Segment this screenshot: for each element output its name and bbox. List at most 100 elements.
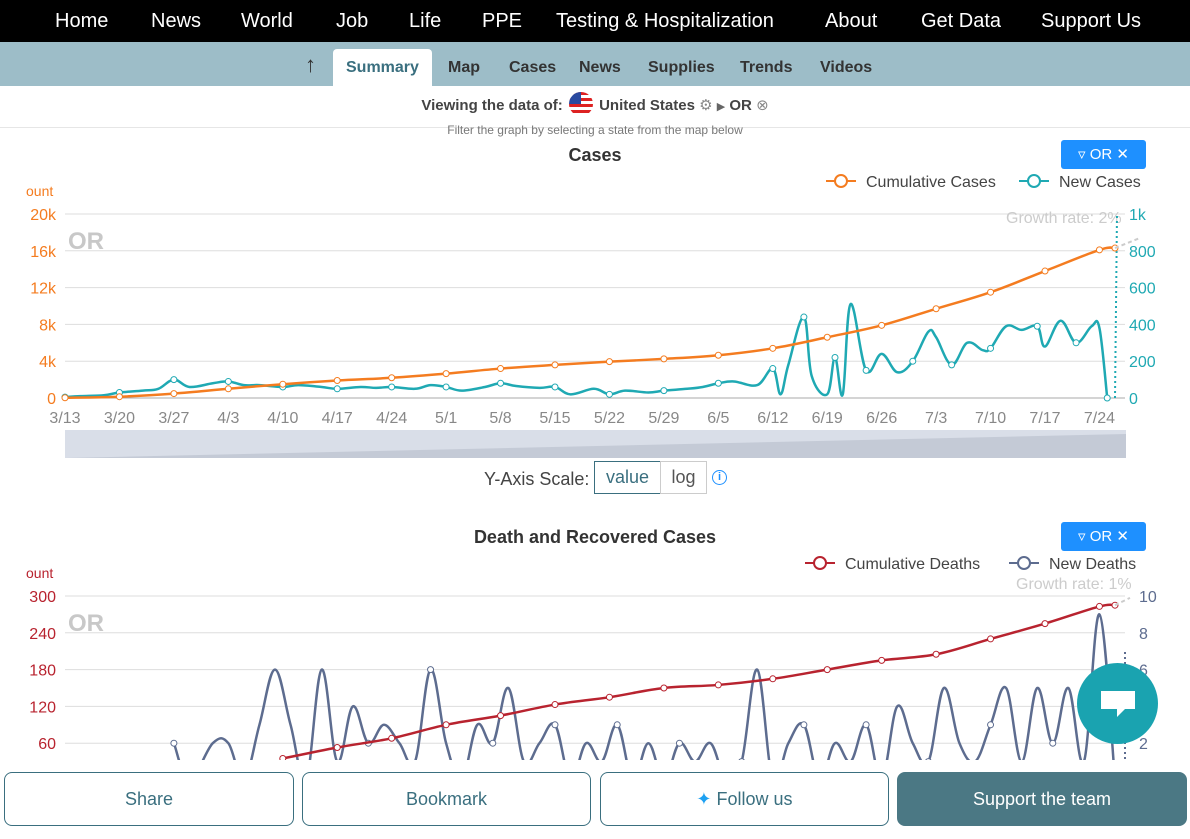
chat-bubble-icon	[1101, 691, 1135, 717]
triangle-right-icon: ▶	[716, 101, 726, 113]
new-cases-point	[660, 387, 668, 395]
cumulative-cases-point	[61, 394, 69, 402]
tab-cases[interactable]: Cases	[509, 59, 557, 76]
scale-value-button[interactable]: value	[594, 461, 661, 494]
new-cases-point	[987, 344, 995, 352]
nav-get-data[interactable]: Get Data	[921, 10, 1002, 32]
cumulative-cases-point	[279, 380, 287, 388]
share-button[interactable]: Share	[4, 772, 294, 826]
cumulative-deaths-point	[333, 743, 341, 751]
new-cases-point	[769, 365, 777, 373]
legend-new-deaths-label: New Deaths	[1049, 556, 1136, 573]
tab-map[interactable]: Map	[448, 59, 480, 76]
bottom-action-bar: Share Bookmark ✦ Follow us Support the t…	[0, 760, 1190, 839]
cases-chart-title: Cases	[568, 145, 622, 165]
viewing-breadcrumb: Viewing the data of: United States ⚙ ▶ O…	[0, 92, 1190, 116]
tab-news[interactable]: News	[579, 59, 621, 76]
x-tick-label: 7/17	[1029, 410, 1060, 427]
divider	[0, 127, 1190, 128]
cumulative-cases-point	[170, 390, 178, 398]
sub-nav: ↑ Summary Map Cases News Supplies Trends…	[0, 42, 1190, 86]
new-deaths-point	[987, 721, 995, 729]
cumulative-deaths-point	[1041, 620, 1049, 628]
cases-filter-button[interactable]: ▿ OR ✕	[1061, 140, 1146, 169]
gear-icon[interactable]: ⚙	[699, 97, 713, 114]
cumulative-deaths-point	[769, 675, 777, 683]
nav-support-us[interactable]: Support Us	[1041, 10, 1142, 32]
nav-job[interactable]: Job	[336, 10, 369, 32]
x-tick-label: 5/22	[594, 410, 625, 427]
x-tick-label: 7/24	[1084, 410, 1115, 427]
new-cases-point	[1072, 339, 1080, 347]
cumulative-cases-point	[932, 305, 940, 313]
deaths-filter-label: OR	[1089, 528, 1113, 545]
tab-trends[interactable]: Trends	[740, 59, 793, 76]
close-circle-icon[interactable]: ⊗	[756, 97, 769, 114]
chart-watermark: OR	[68, 610, 104, 637]
info-icon[interactable]: i	[712, 470, 727, 485]
cumulative-cases-point	[605, 358, 613, 366]
new-cases-point	[1103, 394, 1111, 402]
new-deaths-point	[925, 758, 932, 760]
scale-log-button[interactable]: log	[660, 461, 707, 494]
cases-filter-label: OR	[1089, 146, 1113, 163]
tab-videos[interactable]: Videos	[820, 59, 873, 76]
cumulative-cases-point	[551, 361, 559, 369]
nav-home[interactable]: Home	[55, 10, 109, 32]
new-deaths-point	[613, 721, 621, 729]
cumulative-cases-point	[442, 370, 450, 378]
nav-news[interactable]: News	[151, 10, 202, 32]
nav-world[interactable]: World	[241, 10, 293, 32]
cumulative-cases-point	[1095, 246, 1103, 254]
new-cases-point	[333, 385, 341, 393]
chart-watermark: OR	[68, 228, 104, 255]
deaths-filter-button[interactable]: ▿ OR ✕	[1061, 522, 1146, 551]
nav-life[interactable]: Life	[409, 10, 442, 32]
cumulative-deaths-point	[987, 635, 995, 643]
deaths-chart[interactable]: Cumulative Deaths New Deaths Growth rate: …	[0, 550, 1190, 760]
new-cases-point	[170, 376, 178, 384]
follow-us-label: Follow us	[716, 789, 793, 809]
x-tick-label: 5/8	[489, 410, 511, 427]
legend-cumulative-cases-marker	[834, 174, 848, 188]
cumulative-deaths-point	[1095, 602, 1103, 610]
support-team-button[interactable]: Support the team	[897, 772, 1187, 826]
top-nav: Home News World Job Life PPE Testing & H…	[0, 0, 1190, 42]
arrow-up-icon[interactable]: ↑	[305, 52, 316, 77]
new-cases-point	[800, 313, 808, 321]
cumulative-cases-point	[714, 351, 722, 359]
cumulative-cases-point	[769, 344, 777, 352]
viewing-country[interactable]: United States	[599, 97, 695, 114]
tab-supplies[interactable]: Supplies	[648, 59, 715, 76]
new-cases-projection	[1114, 213, 1118, 399]
y-left-tick-label: 180	[29, 663, 56, 680]
legend-cumulative-deaths-label: Cumulative Deaths	[845, 556, 980, 573]
nav-ppe[interactable]: PPE	[482, 10, 523, 32]
cumulative-deaths-point	[497, 712, 505, 720]
follow-us-button[interactable]: ✦ Follow us	[600, 772, 889, 826]
deaths-chart-title: Death and Recovered Cases	[473, 527, 717, 547]
map-filter-hint: Filter the graph by selecting a state fr…	[447, 123, 743, 137]
new-cases-point	[909, 357, 917, 365]
new-cases-point	[224, 377, 232, 385]
y-right-tick-label: 0	[1129, 391, 1138, 408]
new-deaths-point	[551, 721, 559, 729]
growth-rate-label: Growth rate: 1%	[1016, 576, 1132, 593]
legend-new-cases-label: New Cases	[1059, 174, 1141, 191]
legend-new-cases-marker	[1027, 174, 1041, 188]
y-left-tick-label: 240	[29, 626, 56, 643]
new-deaths-point	[170, 739, 178, 747]
cumulative-deaths-point	[660, 684, 668, 692]
cases-chart[interactable]: Cumulative Cases New Cases ount 0 4k 8k 12k 16k…	[0, 168, 1190, 468]
bookmark-button[interactable]: Bookmark	[302, 772, 591, 826]
y-left-tick-label: 12k	[30, 281, 57, 298]
viewing-label: Viewing the data of:	[421, 97, 563, 114]
new-cases-point	[1033, 322, 1041, 330]
cumulative-deaths-point	[932, 650, 940, 658]
cumulative-cases-point	[497, 365, 505, 373]
nav-about[interactable]: About	[825, 10, 878, 32]
nav-testing[interactable]: Testing & Hospitalization	[556, 10, 774, 32]
chat-button[interactable]	[1077, 663, 1158, 744]
cumulative-cases-point	[1041, 267, 1049, 275]
tab-summary[interactable]: Summary	[333, 49, 432, 86]
